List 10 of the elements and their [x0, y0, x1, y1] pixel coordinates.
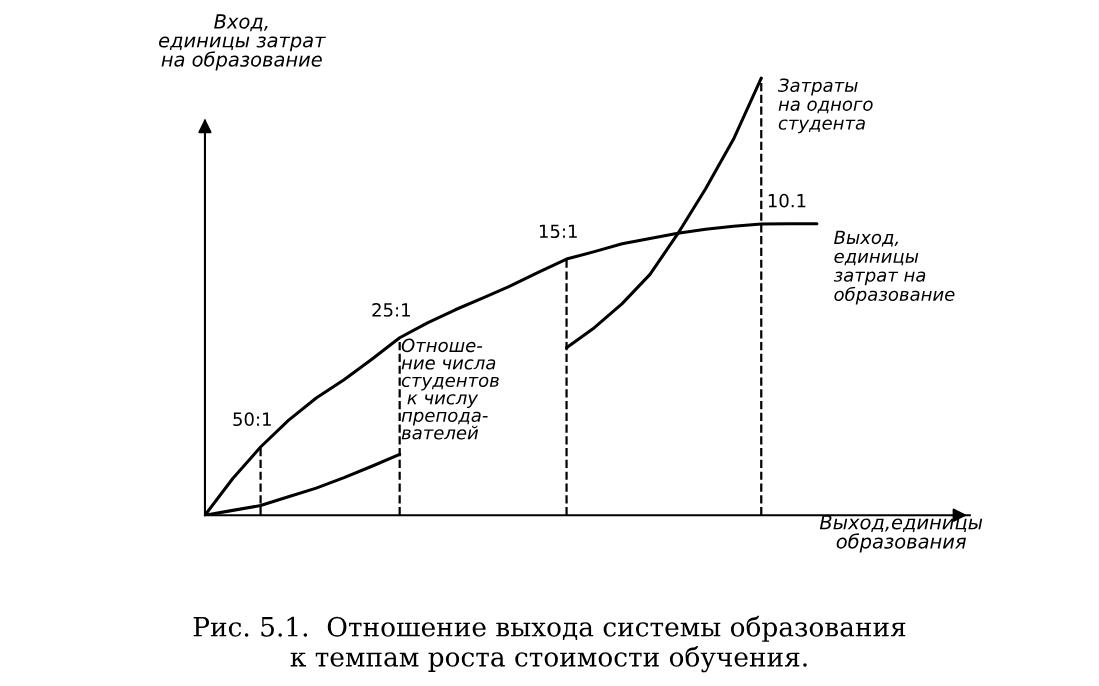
- x-axis-title: Выход,единицы образования: [819, 515, 983, 553]
- annotation: 50:1: [233, 412, 271, 427]
- annotation: Отноше- ние числа студентов к числу препода- вателей: [401, 338, 499, 440]
- text: Рис. 5.1. Отношение выхода системы образования к темпам роста стоимости обучения.: [193, 615, 906, 673]
- y-axis-title: Вход, единицы затрат на образование: [159, 14, 326, 71]
- annotation: 25:1: [372, 303, 410, 317]
- annotation: 10.1: [768, 193, 806, 208]
- series-label: Выход, единицы затрат на образование: [833, 230, 955, 305]
- annotation: 15:1: [539, 224, 577, 239]
- series-label: Затраты на одного студента: [777, 78, 873, 134]
